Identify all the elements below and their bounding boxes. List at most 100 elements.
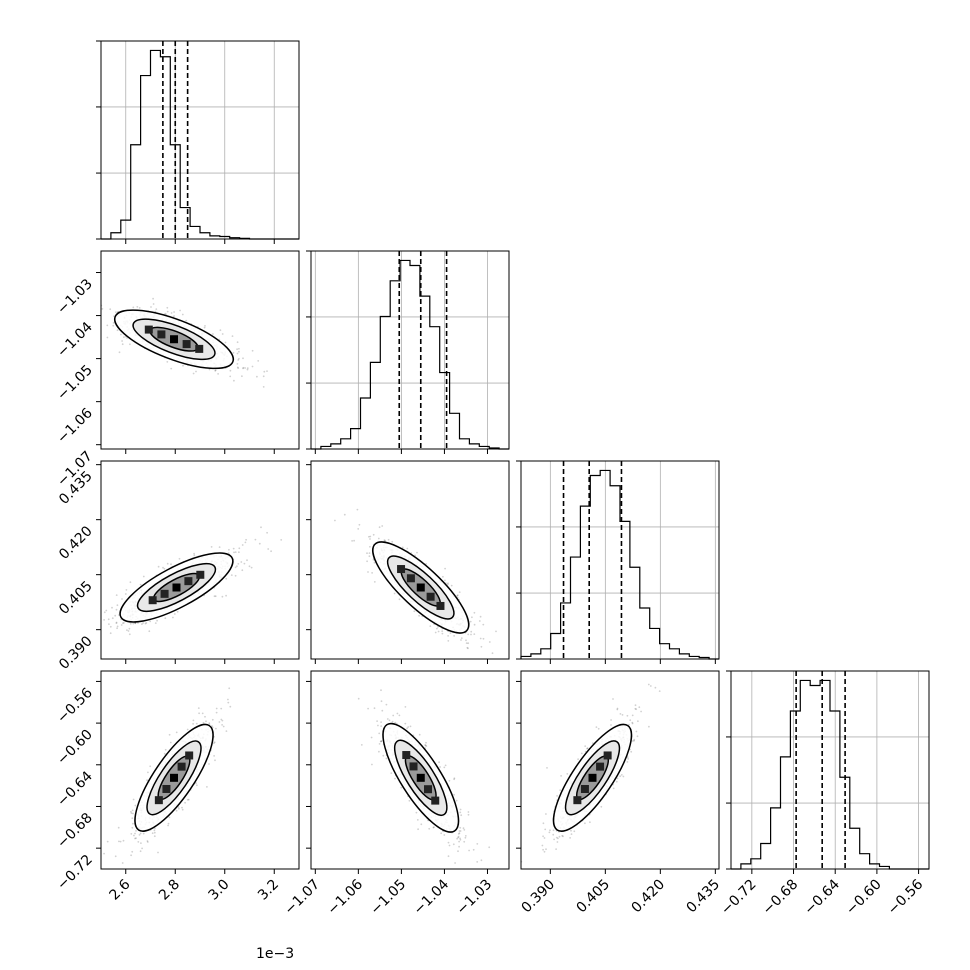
scatter-point <box>222 725 225 728</box>
scatter-point <box>242 367 244 370</box>
scatter-point <box>456 837 458 840</box>
scatter-point <box>353 539 355 542</box>
scatter-point <box>433 826 435 828</box>
density-block <box>195 344 204 353</box>
scatter-point <box>213 755 216 757</box>
scatter-point <box>472 848 475 851</box>
scatter-point <box>181 808 184 811</box>
scatter-point <box>459 830 462 832</box>
scatter-point <box>219 329 222 332</box>
scatter-point <box>139 850 142 853</box>
scatter-point <box>622 775 625 778</box>
scatter-point <box>116 625 119 628</box>
scatter-point <box>545 848 547 851</box>
scatter-point <box>229 375 232 378</box>
scatter-point <box>580 752 583 755</box>
scatter-point <box>368 552 371 554</box>
scatter-point <box>465 639 467 642</box>
scatter-point <box>424 744 427 747</box>
scatter-point <box>425 741 427 744</box>
scatter-point <box>383 539 386 542</box>
scatter-point <box>409 725 412 728</box>
scatter-point <box>193 552 196 555</box>
scatter-point <box>204 715 206 718</box>
scatter-point <box>220 707 223 710</box>
density-block <box>409 762 418 771</box>
scatter-point <box>589 821 591 824</box>
scatter-point <box>238 350 240 353</box>
scatter-point <box>170 367 173 370</box>
scatter-point <box>170 563 172 566</box>
scatter-point <box>400 786 403 789</box>
scatter-point <box>544 828 547 831</box>
scatter-point <box>195 722 198 725</box>
scatter-point <box>428 827 431 830</box>
scatter-point <box>193 554 196 557</box>
scatter-point <box>595 726 598 728</box>
density-block <box>402 751 411 760</box>
scatter-point <box>157 851 159 854</box>
scatter-point <box>351 540 353 542</box>
scatter-point <box>211 718 214 721</box>
scatter-point <box>555 836 558 839</box>
scatter-point <box>334 519 336 522</box>
scatter-point <box>106 324 109 327</box>
scatter-point <box>465 642 468 644</box>
density-block <box>154 796 163 805</box>
density-block <box>397 565 406 574</box>
scatter-point <box>242 366 245 369</box>
scatter-point <box>488 641 491 643</box>
scatter-point <box>127 630 130 632</box>
scatter-point <box>119 840 122 843</box>
density-block <box>406 574 415 583</box>
scatter-point <box>168 733 171 736</box>
scatter-point <box>248 565 251 568</box>
scatter-point <box>163 567 166 570</box>
scatter-point <box>476 843 479 845</box>
scatter-point <box>204 325 206 327</box>
scatter-point <box>132 822 134 825</box>
scatter-point <box>464 836 467 839</box>
scatter-point <box>440 832 443 835</box>
scatter-point <box>559 789 562 791</box>
scatter-point <box>181 806 183 809</box>
scatter-point <box>369 545 371 548</box>
scatter-point <box>460 814 463 817</box>
scatter-point <box>238 347 240 350</box>
scatter-point <box>416 551 418 554</box>
scatter-point <box>377 537 380 540</box>
scatter-point <box>237 563 240 565</box>
scatter-point <box>162 566 164 569</box>
density-block <box>416 583 425 592</box>
scatter-point <box>488 846 491 849</box>
scatter-point <box>109 625 112 628</box>
density-block <box>144 325 153 334</box>
scatter-point <box>621 714 624 716</box>
scatter-point <box>450 584 453 587</box>
scatter-point <box>418 733 421 736</box>
scatter-point <box>103 852 105 855</box>
scatter-point <box>366 552 368 555</box>
scatter-point <box>459 826 462 829</box>
scatter-point <box>458 845 460 848</box>
scatter-point <box>649 685 652 687</box>
scatter-point <box>380 721 382 723</box>
scatter-point <box>263 370 266 373</box>
scatter-point <box>221 595 224 598</box>
scatter-point <box>373 707 376 710</box>
scatter-point <box>205 720 207 723</box>
scatter-point <box>638 706 641 709</box>
scatter-point <box>238 357 240 360</box>
scatter-point <box>244 367 247 369</box>
scatter-point <box>232 547 235 550</box>
scatter-point <box>182 364 184 367</box>
scatter-point <box>166 562 169 565</box>
scatter-point <box>125 589 128 591</box>
scatter-point <box>447 640 450 642</box>
scatter-point <box>408 799 411 802</box>
scatter-point <box>138 307 141 309</box>
scatter-point <box>378 526 381 529</box>
scatter-point <box>225 577 228 580</box>
scatter-point <box>122 839 125 842</box>
scatter-point <box>370 736 373 739</box>
